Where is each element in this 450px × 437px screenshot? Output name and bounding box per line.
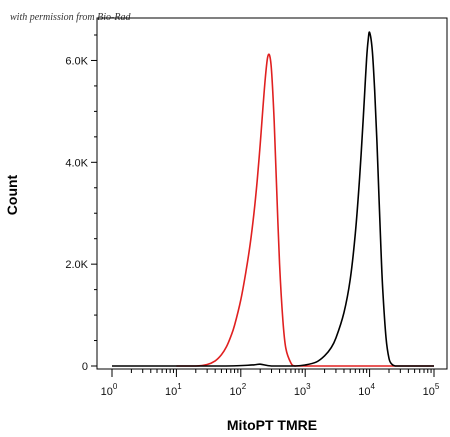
y-axis-ticks: 0 2.0K 4.0K 6.0K <box>65 34 97 373</box>
y-tick-label: 6.0K <box>65 55 88 67</box>
x-tick-label: 104 <box>358 382 375 398</box>
y-tick-label: 2.0K <box>65 259 88 271</box>
x-tick-label: 102 <box>229 382 246 398</box>
x-tick-label: 100 <box>101 382 118 398</box>
series-line-2 <box>112 31 434 367</box>
series-line-1 <box>176 53 434 367</box>
series-layer <box>112 31 434 367</box>
x-axis-title: MitoPT TMRE <box>227 417 317 433</box>
x-tick-label: 101 <box>165 382 182 398</box>
x-tick-label: 103 <box>294 382 311 398</box>
y-tick-label: 0 <box>82 361 88 373</box>
x-axis-ticks: 100 101 102 103 104 105 <box>101 369 440 398</box>
y-tick-label: 4.0K <box>65 157 88 169</box>
x-tick-label: 105 <box>423 382 440 398</box>
watermark-text: with permission from Bio-Rad <box>10 12 131 23</box>
y-axis-title: Count <box>4 174 20 215</box>
